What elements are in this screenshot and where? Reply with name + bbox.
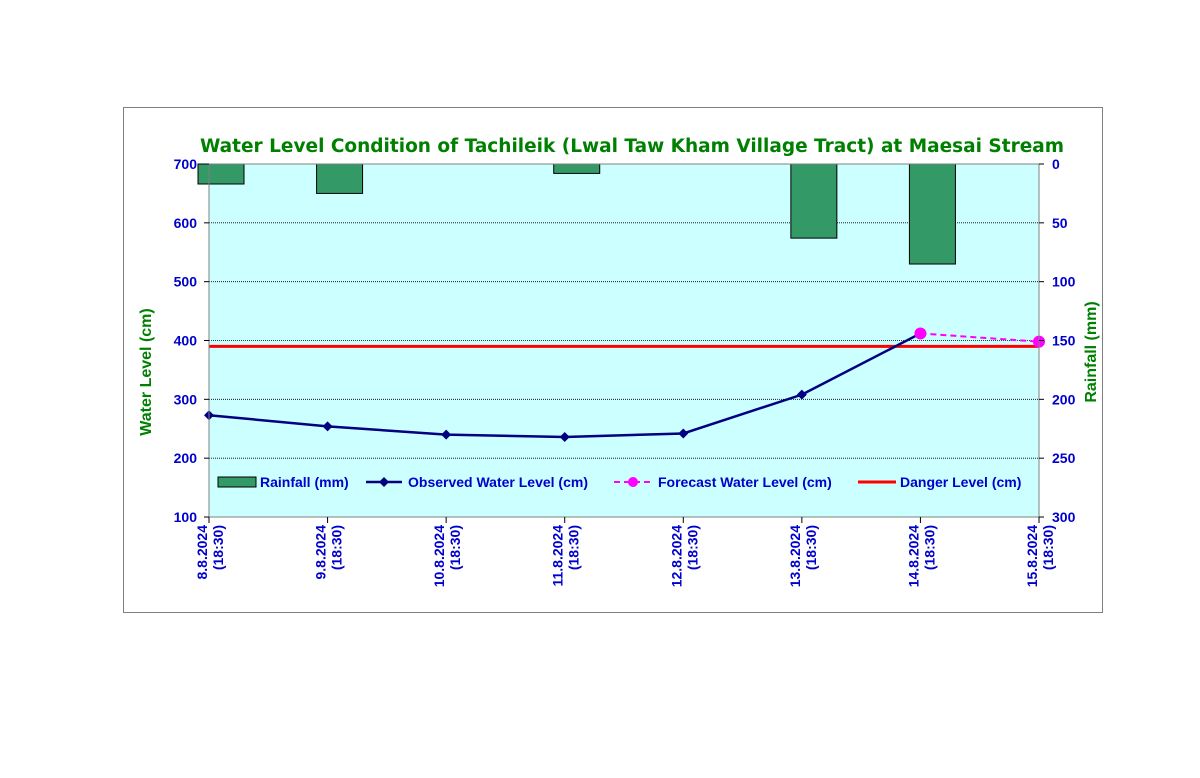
x-tick-date: 11.8.2024 bbox=[550, 525, 566, 587]
x-tick-time: (18:30) bbox=[566, 525, 582, 570]
x-tick-label: 15.8.2024 (18:30) bbox=[1024, 525, 1056, 587]
right-tick-label: 50 bbox=[1052, 215, 1068, 231]
x-tick-label: 9.8.2024 (18:30) bbox=[313, 525, 345, 580]
x-tick-label: 11.8.2024 (18:30) bbox=[550, 525, 582, 587]
rainfall-bar bbox=[316, 163, 364, 194]
x-tick-time: (18:30) bbox=[447, 525, 463, 570]
legend-label-danger: Danger Level (cm) bbox=[900, 474, 1021, 490]
rainfall-bar bbox=[197, 163, 245, 185]
right-tick-label: 200 bbox=[1052, 391, 1076, 407]
x-tick-label: 14.8.2024 (18:30) bbox=[905, 525, 937, 587]
left-tick-label: 200 bbox=[174, 450, 198, 466]
y-axis-right-label: Rainfall (mm) bbox=[1083, 301, 1100, 402]
forecast-point bbox=[914, 327, 927, 340]
x-tick-time: (18:30) bbox=[921, 525, 937, 570]
x-tick-time: (18:30) bbox=[210, 525, 226, 570]
left-tick-label: 300 bbox=[174, 391, 198, 407]
rainfall-bar bbox=[553, 163, 601, 174]
x-axis-ticks: 8.8.2024 (18:30) 9.8.2024 (18:30) 10.8.2024(… bbox=[194, 517, 1056, 587]
x-tick-date: 13.8.2024 bbox=[787, 525, 803, 587]
observed-point bbox=[322, 421, 333, 432]
left-axis-ticks: 700 600 500 400 300 200 100 bbox=[174, 156, 209, 525]
x-tick-label: 12.8.2024 (18:30) bbox=[668, 525, 700, 587]
legend-marker-forecast bbox=[628, 477, 638, 487]
x-tick-time: (18:30) bbox=[684, 525, 700, 570]
x-tick-label: 10.8.2024 (18:30) bbox=[431, 525, 463, 587]
x-tick-date: 10.8.2024 bbox=[431, 525, 447, 587]
legend-label-observed: Observed Water Level (cm) bbox=[408, 474, 588, 490]
right-tick-label: 300 bbox=[1052, 509, 1076, 525]
right-tick-label: 100 bbox=[1052, 274, 1076, 290]
left-tick-label: 600 bbox=[174, 215, 198, 231]
observed-point bbox=[796, 389, 807, 400]
right-axis-ticks: 0 50 100 150 200 250 300 bbox=[1039, 156, 1076, 525]
legend-label-forecast: Forecast Water Level (cm) bbox=[658, 474, 832, 490]
legend: Rainfall (mm) Observed Water Level (cm) Fo… bbox=[217, 474, 1021, 490]
gridlines bbox=[209, 222, 1039, 459]
chart-title: Water Level Condition of Tachileik (Lwal… bbox=[200, 136, 1064, 157]
y-axis-left-label: Water Level (cm) bbox=[138, 308, 155, 435]
x-tick-time: (18:30) bbox=[1040, 525, 1056, 570]
rainfall-bar bbox=[790, 163, 838, 239]
x-tick-time: (18:30) bbox=[329, 525, 345, 570]
legend-marker-observed bbox=[379, 477, 389, 487]
left-tick-label: 700 bbox=[174, 156, 198, 172]
rainfall-bar bbox=[908, 163, 956, 265]
left-tick-label: 500 bbox=[174, 274, 198, 290]
right-tick-label: 250 bbox=[1052, 450, 1076, 466]
left-tick-label: 100 bbox=[174, 509, 198, 525]
x-tick-label: 13.8.2024 (18:30) bbox=[787, 525, 819, 587]
x-tick-date: 14.8.2024 bbox=[905, 525, 921, 587]
right-tick-label: 0 bbox=[1052, 156, 1060, 172]
left-tick-label: 400 bbox=[174, 333, 198, 349]
x-tick-date: 9.8.2024 bbox=[313, 525, 329, 580]
observed-point bbox=[559, 431, 570, 442]
x-tick-time: (18:30) bbox=[803, 525, 819, 570]
observed-point bbox=[441, 429, 452, 440]
right-tick-label: 150 bbox=[1052, 333, 1076, 349]
x-tick-date: 15.8.2024 bbox=[1024, 525, 1040, 587]
x-tick-date: 12.8.2024 bbox=[668, 525, 684, 587]
x-tick-label: 8.8.2024 (18:30) bbox=[194, 525, 226, 580]
x-tick-date: 8.8.2024 bbox=[194, 525, 210, 580]
legend-swatch-rainfall bbox=[217, 476, 257, 488]
observed-point bbox=[678, 428, 689, 439]
legend-label-rainfall: Rainfall (mm) bbox=[260, 474, 349, 490]
